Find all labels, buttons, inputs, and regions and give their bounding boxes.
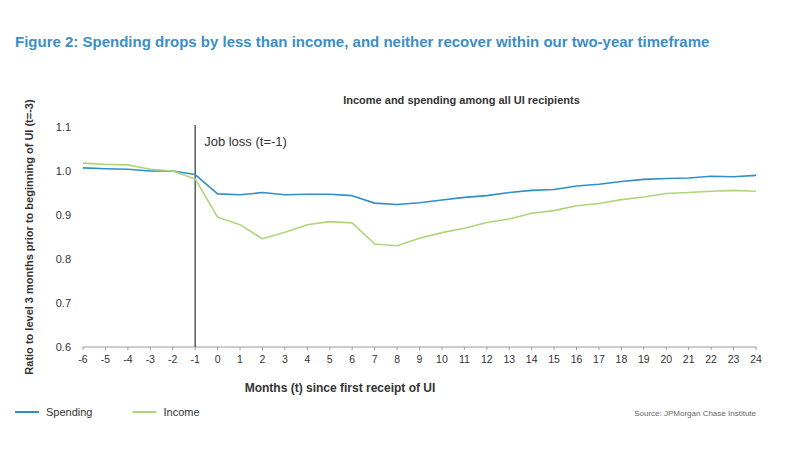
y-tick-label: 0.7 — [56, 297, 71, 309]
x-tick-label: 6 — [349, 353, 355, 365]
source: Source: JPMorgan Chase Institute — [634, 409, 756, 418]
x-tick — [419, 347, 420, 350]
x-tick — [666, 347, 667, 350]
x-tick — [284, 347, 285, 350]
x-tick — [643, 347, 644, 350]
x-tick-label: 8 — [394, 353, 400, 365]
x-tick — [756, 347, 757, 350]
x-tick-label: 15 — [548, 353, 560, 365]
x-tick-label: 14 — [526, 353, 538, 365]
x-tick-label: -1 — [190, 353, 199, 365]
x-tick-label: -5 — [101, 353, 110, 365]
x-tick-label: 0 — [215, 353, 221, 365]
legend-swatch — [15, 411, 39, 413]
x-tick — [127, 347, 128, 350]
x-tick — [352, 347, 353, 350]
series-line — [83, 163, 756, 246]
x-tick-label: 17 — [593, 353, 605, 365]
x-tick — [374, 347, 375, 350]
y-tick-label: 0.6 — [56, 341, 71, 353]
x-tick-label: 2 — [260, 353, 266, 365]
legend-label: Spending — [46, 406, 93, 418]
chart: Figure 2: Spending drops by less than in… — [0, 0, 800, 450]
y-tick-label: 0.9 — [56, 209, 71, 221]
x-tick-label: 12 — [481, 353, 493, 365]
x-tick — [397, 347, 398, 350]
x-tick — [105, 347, 106, 350]
title: Figure 2: Spending drops by less than in… — [15, 33, 709, 50]
x-tick-label: 24 — [750, 353, 762, 365]
x-tick-label: 11 — [459, 353, 470, 365]
x-tick-label: 13 — [503, 353, 515, 365]
x-tick-label: 1 — [237, 353, 243, 365]
x-tick — [83, 347, 84, 350]
x-tick-label: 4 — [304, 353, 310, 365]
x-tick — [598, 347, 599, 350]
x-tick-label: 10 — [436, 353, 448, 365]
x-tick — [554, 347, 555, 350]
y-tick-label: 1.1 — [56, 121, 71, 133]
subtitle: Income and spending among all UI recipie… — [343, 94, 580, 106]
x-tick-label: 23 — [728, 353, 740, 365]
x-tick — [195, 347, 196, 350]
x-tick-label: 5 — [327, 353, 333, 365]
x-axis-title: Months (t) since first receipt of UI — [245, 381, 436, 395]
x-tick — [441, 347, 442, 350]
series-line — [83, 168, 756, 205]
x-tick — [307, 347, 308, 350]
x-tick-label: 20 — [660, 353, 672, 365]
y-axis-title: Ratio to level 3 months prior to beginni… — [23, 99, 35, 375]
legend-swatch — [133, 411, 157, 413]
y-tick — [79, 171, 83, 172]
x-tick-label: 7 — [372, 353, 378, 365]
x-tick — [486, 347, 487, 350]
x-tick — [711, 347, 712, 350]
y-tick-label: 1.0 — [56, 165, 71, 177]
x-tick — [576, 347, 577, 350]
x-tick — [688, 347, 689, 350]
x-tick-label: -2 — [168, 353, 177, 365]
x-tick-label: 9 — [417, 353, 423, 365]
x-tick-label: 19 — [638, 353, 650, 365]
legend-label: Income — [164, 406, 200, 418]
y-tick — [79, 259, 83, 260]
x-tick-label: 3 — [282, 353, 288, 365]
annotation-text: Job loss (t=-1) — [204, 134, 287, 149]
y-tick — [79, 303, 83, 304]
x-tick-label: -3 — [146, 353, 155, 365]
y-tick-label: 0.8 — [56, 253, 71, 265]
x-tick — [733, 347, 734, 350]
x-tick — [509, 347, 510, 350]
x-tick-label: 22 — [705, 353, 717, 365]
x-tick — [262, 347, 263, 350]
y-tick — [79, 347, 83, 348]
x-tick-label: 21 — [683, 353, 695, 365]
x-tick-label: 18 — [616, 353, 628, 365]
x-tick — [531, 347, 532, 350]
x-tick-label: 16 — [571, 353, 583, 365]
y-tick — [79, 215, 83, 216]
annotation-line — [195, 125, 196, 347]
x-tick — [621, 347, 622, 350]
x-tick-label: -6 — [78, 353, 87, 365]
x-tick — [150, 347, 151, 350]
x-tick — [464, 347, 465, 350]
x-tick — [329, 347, 330, 350]
x-tick-label: -4 — [123, 353, 132, 365]
y-tick — [79, 127, 83, 128]
background — [0, 0, 800, 450]
x-tick — [240, 347, 241, 350]
x-tick — [217, 347, 218, 350]
plot-lines — [83, 163, 756, 246]
x-tick — [172, 347, 173, 350]
